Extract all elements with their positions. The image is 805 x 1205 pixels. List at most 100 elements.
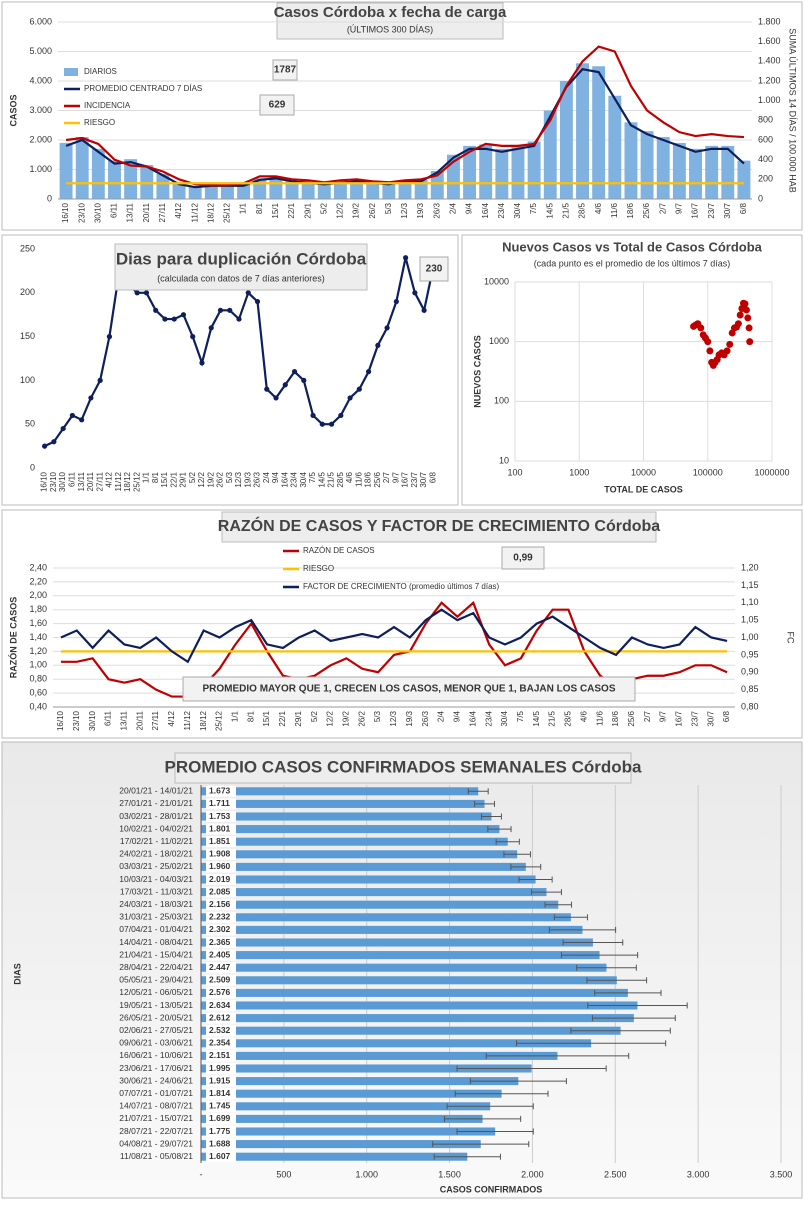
chart-subtitle: (cada punto es el promedio de los último… <box>534 258 731 268</box>
x-tick-label: 7/5 <box>308 471 317 483</box>
y-tick-label: 21/04/21 - 15/04/21 <box>119 949 193 959</box>
x-tick-label: 5/2 <box>188 471 197 483</box>
y-tick-label: 2.000 <box>29 134 52 144</box>
value-label-box <box>206 1113 236 1125</box>
bar <box>172 182 186 199</box>
x-tick-label: 18/6 <box>611 710 620 726</box>
x-tick-label: 23/10 <box>49 471 58 492</box>
value-label-box <box>206 874 236 885</box>
point <box>227 307 233 313</box>
value-label: 2.019 <box>209 874 231 884</box>
value-label-box <box>206 836 236 848</box>
bar <box>124 159 138 199</box>
x-tick-label: 23/7 <box>690 710 699 726</box>
point <box>88 395 94 401</box>
x-tick-label: 6/8 <box>428 471 437 483</box>
value-label-box <box>206 1138 236 1150</box>
y-tick-label: 2,40 <box>29 562 47 572</box>
annotation-box <box>272 59 298 81</box>
point <box>162 316 168 322</box>
x-tick-label: 5/3 <box>384 202 393 214</box>
x-tick-label: 10000 <box>631 467 656 477</box>
point <box>301 377 307 383</box>
y-tick-label: 17/03/21 - 11/03/21 <box>120 886 193 896</box>
y2-axis-label: SUMA ÚLTIMOS 14 DÍAS / 100.000 HAB <box>788 28 798 192</box>
y-tick-label: 19/05/21 - 13/05/21 <box>119 1000 193 1010</box>
value-label-box <box>206 1037 236 1049</box>
x-tick-label: 4/6 <box>594 202 603 214</box>
y-tick-label: 200 <box>20 287 35 297</box>
x-tick-label: 16/7 <box>675 710 684 726</box>
bar <box>463 145 477 199</box>
y-tick-label: 07/07/21 - 01/07/21 <box>119 1088 193 1098</box>
point <box>190 334 196 340</box>
bar <box>527 141 541 199</box>
bar <box>201 1077 519 1086</box>
y-tick-label: 0,40 <box>29 701 47 711</box>
x-tick-label: 12/3 <box>400 202 409 218</box>
x-axis-label: TOTAL DE CASOS <box>604 484 683 494</box>
bar <box>75 137 89 199</box>
point <box>245 290 251 296</box>
x-tick-label: 16/4 <box>481 202 490 218</box>
point <box>697 324 705 332</box>
x-tick-label: 21/5 <box>548 710 557 726</box>
x-tick-label: 27/11 <box>151 710 160 730</box>
x-tick-label: 9/7 <box>391 471 400 483</box>
x-tick-label: 27/11 <box>158 202 167 222</box>
x-tick-label: 12/2 <box>326 710 335 726</box>
panel <box>461 234 803 506</box>
bar <box>201 951 600 960</box>
bar <box>511 145 525 199</box>
x-tick-label: 29/1 <box>303 202 312 218</box>
x-tick-label: 4/12 <box>167 710 176 726</box>
y-tick-label: 1.200 <box>758 75 781 85</box>
bar <box>188 186 202 199</box>
value-label-box <box>206 974 236 986</box>
x-tick-label: 11/12 <box>183 710 192 730</box>
y-tick-label: 150 <box>20 331 35 341</box>
y-tick-label: 2,00 <box>29 590 47 600</box>
x-tick-label: 22/1 <box>169 471 178 487</box>
point <box>706 347 714 355</box>
line <box>60 608 728 664</box>
x-tick-label: 23/7 <box>410 471 419 487</box>
bar <box>201 812 492 821</box>
bar <box>201 875 536 884</box>
x-tick-label: 29/1 <box>179 471 188 487</box>
x-tick-label: 28/5 <box>564 710 573 726</box>
y-tick-label: 0,80 <box>741 701 759 711</box>
y-tick-label: 28/04/21 - 22/04/21 <box>119 962 193 972</box>
x-tick-label: 20/11 <box>142 202 151 222</box>
x-tick-label: 1/1 <box>142 471 151 483</box>
y-tick-label: 100 <box>20 375 35 385</box>
point <box>347 395 353 401</box>
y-tick-label: 50 <box>25 419 35 429</box>
x-tick-label: 9/4 <box>465 202 474 214</box>
x-tick-label: 25/12 <box>223 202 232 223</box>
bar <box>221 185 234 199</box>
x-tick-label: 2.500 <box>604 1169 627 1179</box>
x-tick-label: 16/10 <box>56 710 65 731</box>
point <box>282 382 288 388</box>
bar <box>301 181 315 199</box>
point <box>328 421 335 427</box>
value-label-box <box>206 1012 236 1024</box>
x-tick-label: 23/4 <box>484 710 493 726</box>
x-tick-label: 13/11 <box>126 202 135 222</box>
bar <box>140 165 154 199</box>
value-label-box <box>206 1000 236 1011</box>
legend-swatch <box>64 68 78 76</box>
value-label-box <box>206 1126 236 1137</box>
x-tick-label: 1.000 <box>355 1169 378 1179</box>
bar <box>721 145 735 199</box>
y-tick-label: 1.800 <box>758 16 781 26</box>
x-tick-label: 11/6 <box>595 710 604 726</box>
y-tick-label: 16/06/21 - 10/06/21 <box>119 1050 193 1060</box>
value-label-box <box>206 1025 236 1037</box>
bar <box>201 1014 634 1023</box>
y-tick-label: 28/07/21 - 22/07/21 <box>119 1126 193 1136</box>
x-tick-label: 2/4 <box>262 471 271 483</box>
point <box>273 395 279 401</box>
title-box <box>174 752 632 784</box>
